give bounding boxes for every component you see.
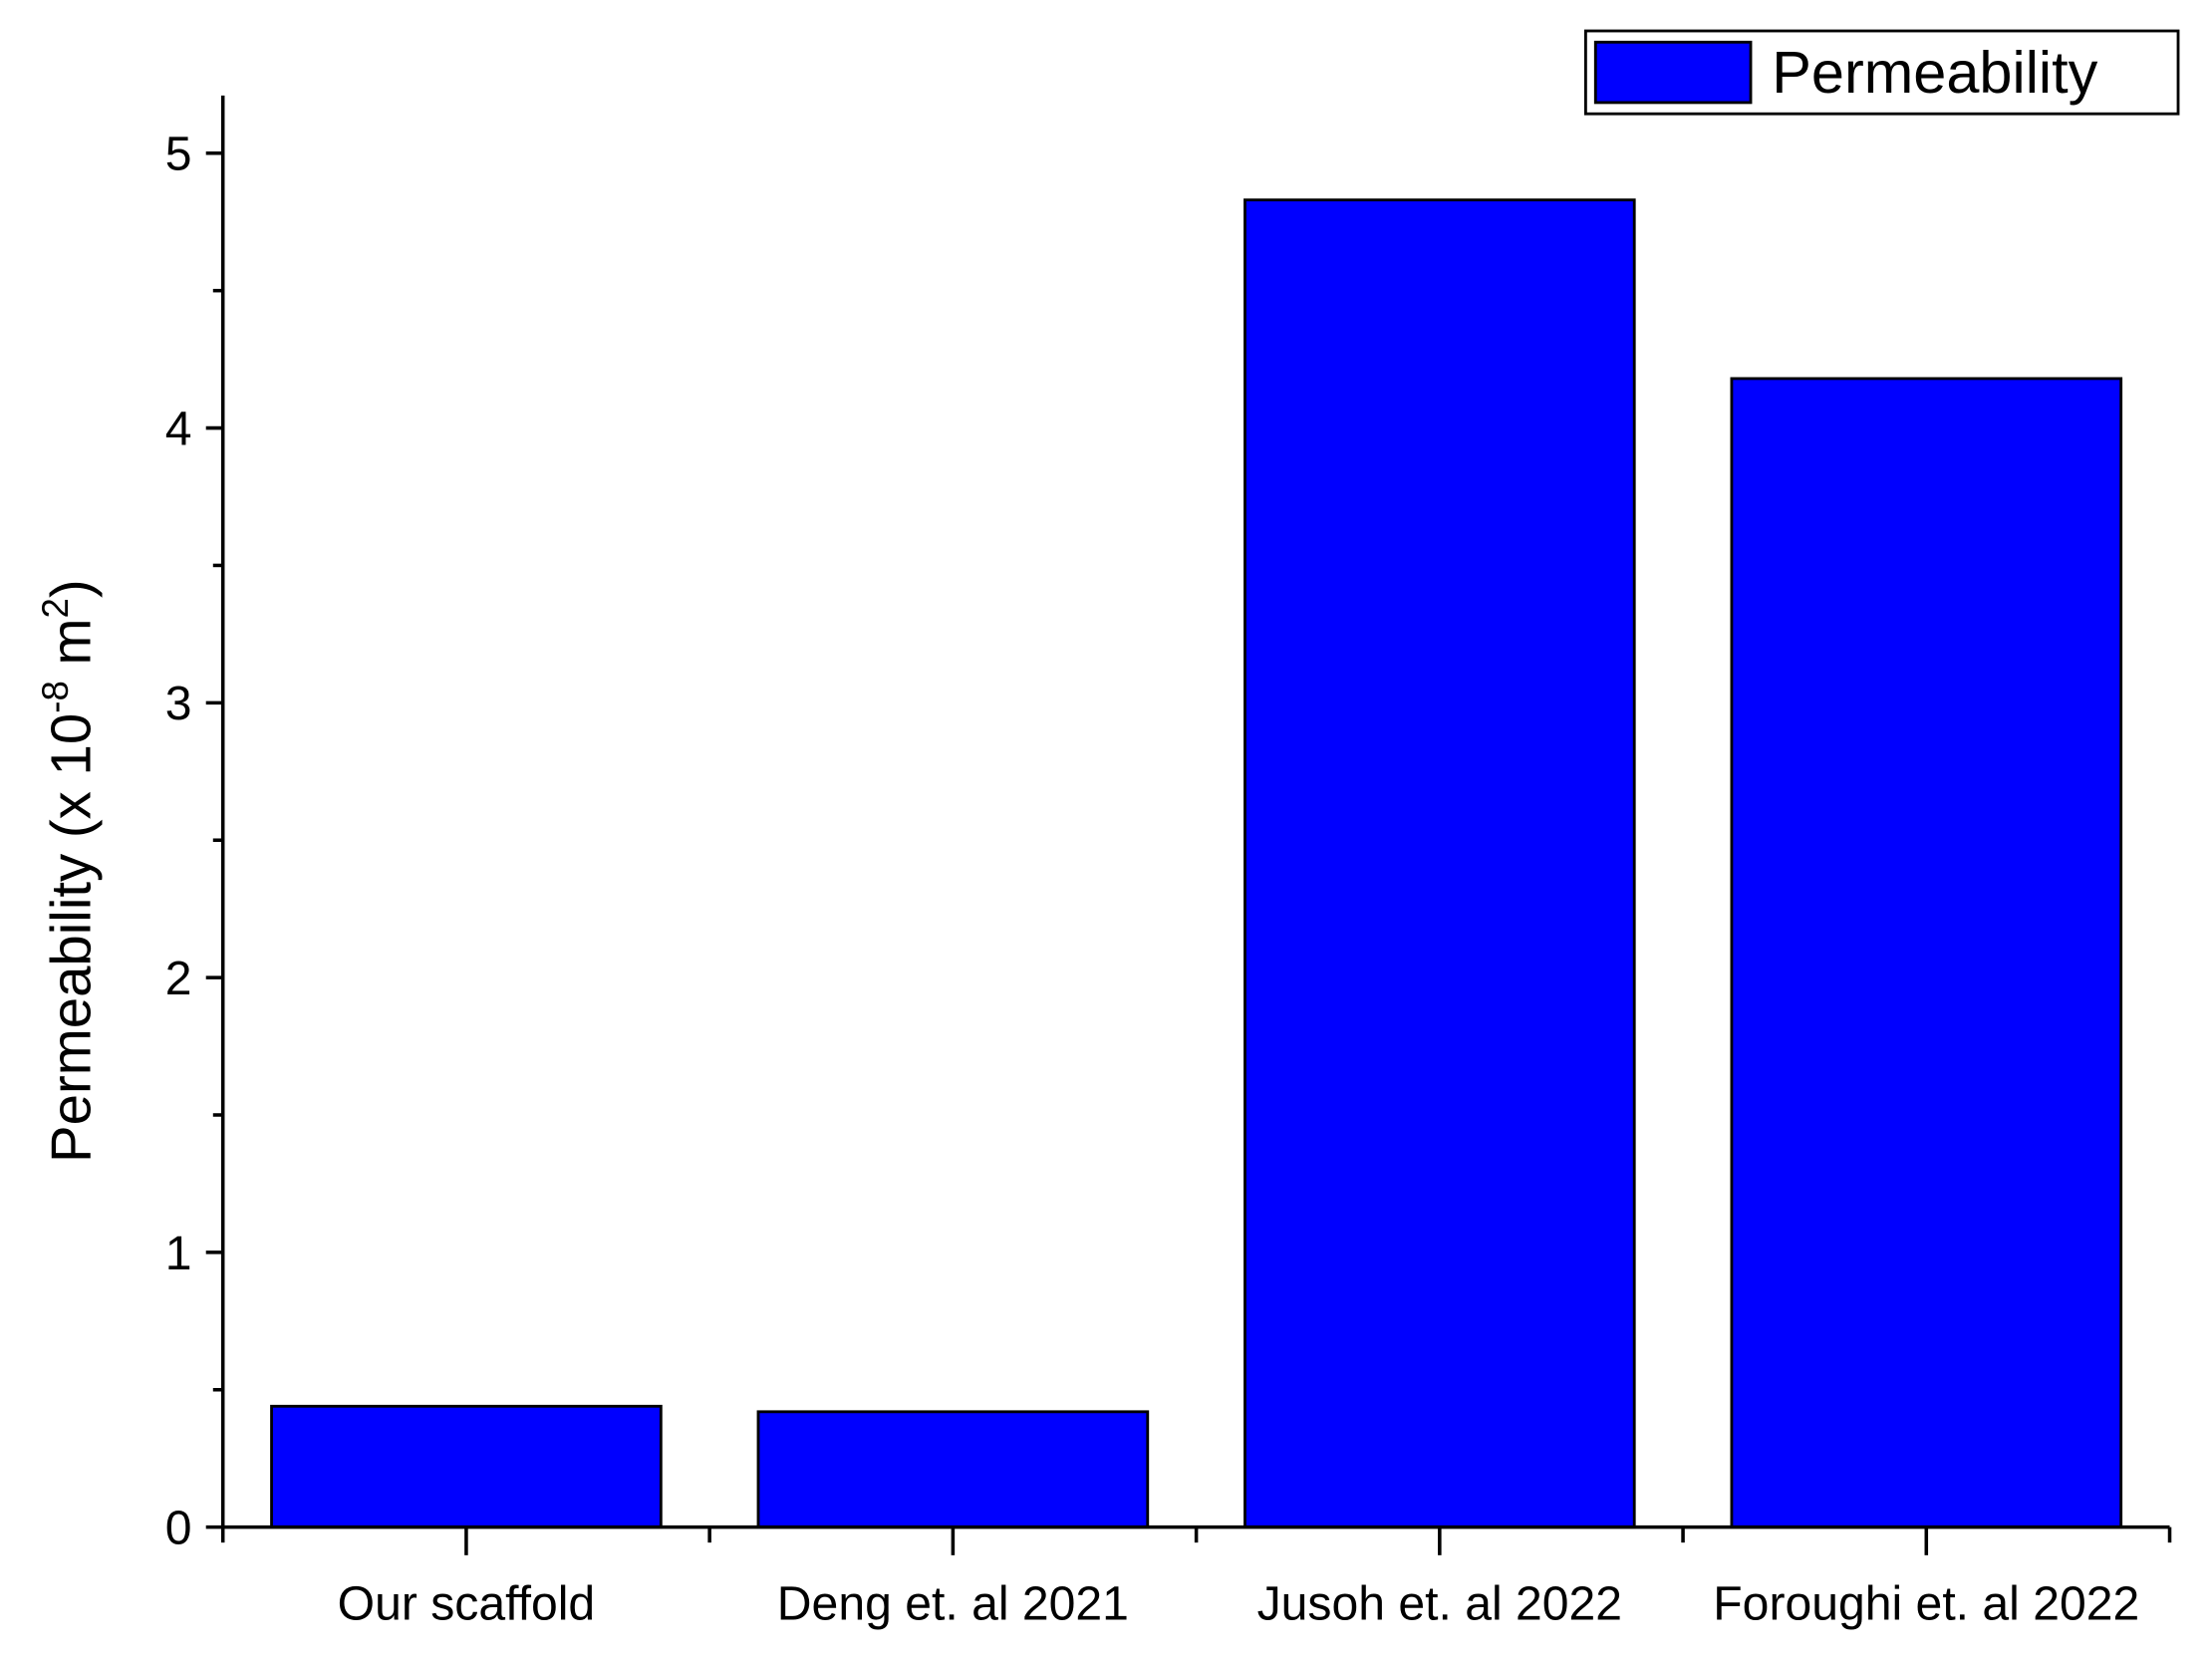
legend-swatch [1593,40,1753,105]
superscript: 2 [35,598,76,618]
y-tick-label: 0 [165,1503,192,1555]
y-tick-label: 5 [165,129,192,181]
bar [1244,198,1636,1529]
y-axis-label: Permeability (x 10-8 m2) [35,579,103,1163]
bar [1730,377,2123,1529]
x-tick-label: Deng et. al 2021 [777,1578,1129,1631]
y-tick-label: 1 [165,1228,192,1280]
y-tick-label: 2 [165,953,192,1005]
label-part: Permeability (x 10 [40,713,103,1163]
bar [756,1410,1150,1529]
superscript: -8 [35,681,76,713]
label-part: ) [40,579,103,598]
x-tick-label: Jusoh et. al 2022 [1257,1578,1622,1631]
y-tick-label: 3 [165,678,192,730]
bar [270,1404,663,1529]
label-part: m [40,619,103,682]
y-tick-label: 4 [165,404,192,456]
x-tick-label: Our scaffold [338,1578,596,1631]
legend-label: Permeability [1772,39,2097,106]
x-tick-label: Foroughi et. al 2022 [1713,1578,2139,1631]
